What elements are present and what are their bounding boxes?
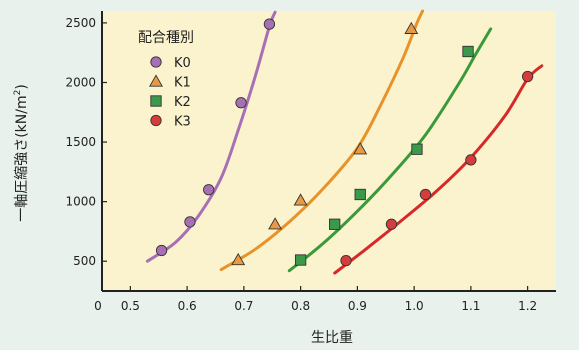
series-k2-point (462, 45, 474, 58)
series-k3-point (419, 188, 432, 201)
x-tick-label: 0.7 (234, 299, 253, 313)
series-k2-curve (287, 27, 493, 273)
series-k3-point (340, 254, 352, 267)
series-k3-point (385, 218, 398, 230)
series-k0-point (263, 18, 276, 30)
series-k0-point (184, 216, 196, 228)
x-tick-label: 0.5 (121, 299, 140, 313)
y-axis-title: 一軸圧縮強さ(kN/m2) (13, 84, 30, 222)
legend-label-k3: K3 (174, 115, 191, 130)
series-k2-point (411, 143, 423, 155)
series-k0-point (235, 97, 247, 109)
y-tick-label: 1000 (65, 195, 96, 209)
legend-title: 配合種別 (138, 30, 194, 46)
y-axis-title-close: ) (14, 84, 30, 89)
x-tick-label: 1.2 (518, 299, 537, 313)
x-tick-label: 0.9 (348, 299, 367, 313)
series-k1-point (231, 252, 246, 266)
origin-tick-label: 0 (94, 299, 102, 313)
series-k2-point (329, 218, 341, 230)
y-tick-label: 1500 (65, 135, 96, 149)
series-k1-point (353, 142, 368, 155)
y-tick-label: 2500 (65, 16, 96, 30)
y-tick-label: 500 (73, 254, 96, 268)
series-k2-point (354, 188, 366, 201)
series-k3-point (521, 70, 534, 83)
markers-layer (155, 18, 534, 267)
legend-marker-k2 (150, 95, 162, 107)
series-k2-point (294, 254, 307, 266)
series-k0-point (155, 244, 168, 257)
legend-marker-k1 (149, 74, 163, 87)
legend-label-k0: K0 (174, 56, 191, 71)
series-k3-point (465, 154, 477, 166)
legend-marker-k0 (150, 56, 162, 68)
x-axis-title: 生比重 (311, 330, 353, 346)
legend-marker-k3 (150, 114, 162, 127)
series-k1-point (404, 21, 419, 34)
x-tick-label: 0.6 (178, 299, 197, 313)
x-tick-label: 1.1 (461, 299, 480, 313)
x-tick-label: 1.0 (405, 299, 424, 313)
plot-area (102, 11, 556, 291)
series-k0-point (203, 184, 215, 196)
axes-layer: 0.5 0.6 0.7 0.8 0.9 1.0 1.1 1.2 0 500 1000 1500 2000… (65, 11, 556, 313)
series-k1-point (293, 193, 308, 206)
y-axis-title-sup: 2 (13, 90, 23, 96)
series-k1-point (268, 217, 283, 230)
x-tick-label: 0.8 (291, 299, 310, 313)
legend-label-k2: K2 (174, 95, 191, 110)
y-axis-title-main: 一軸圧縮強さ(kN/m (14, 95, 30, 221)
legend: 配合種別 K0 K1 K2 K3 (138, 30, 194, 130)
y-tick-label: 2000 (65, 75, 96, 89)
legend-label-k1: K1 (174, 76, 191, 91)
